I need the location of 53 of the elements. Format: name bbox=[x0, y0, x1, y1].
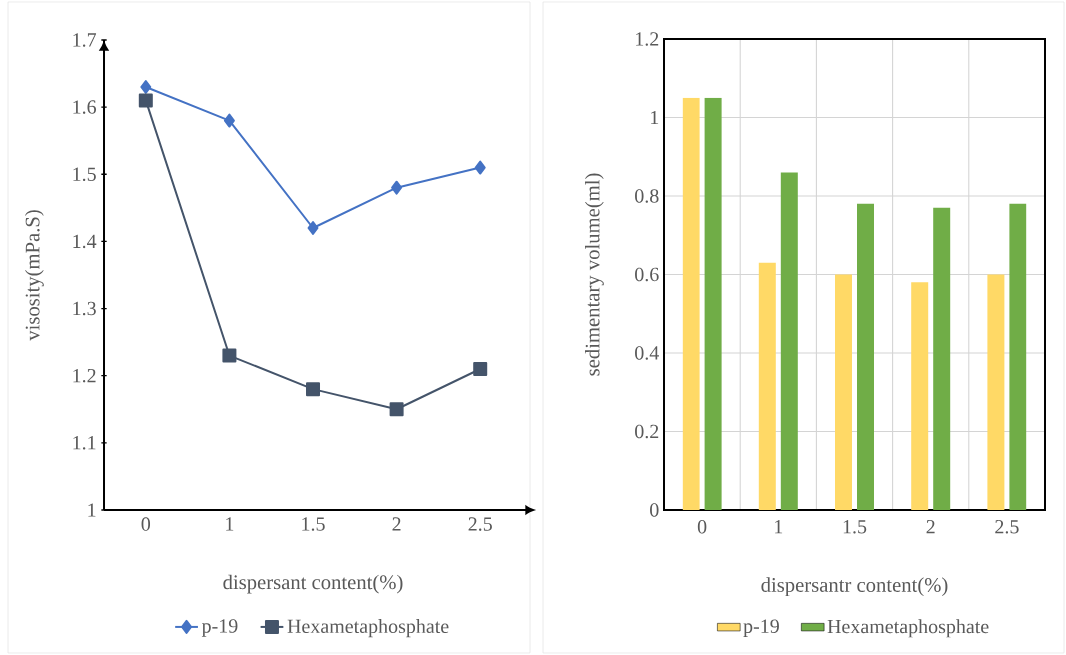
x-tick-label: 1.5 bbox=[843, 520, 867, 534]
bar bbox=[780, 172, 798, 510]
point bbox=[223, 113, 235, 128]
x-tick-label: 2.5 bbox=[468, 517, 492, 531]
point bbox=[140, 79, 152, 94]
legend-label: p-19 bbox=[201, 619, 238, 637]
x-tick-label: 0 bbox=[141, 517, 151, 531]
bar bbox=[933, 207, 951, 510]
legend-label: Hexametaphosphate bbox=[827, 619, 989, 638]
x-tick-label: 1.5 bbox=[302, 517, 325, 531]
y-tick-label: 1.7 bbox=[73, 33, 97, 47]
point bbox=[474, 160, 486, 175]
x-tick-label: 2 bbox=[926, 520, 935, 534]
y-tick-label: 1.3 bbox=[73, 301, 96, 316]
y-tick-label: 1.2 bbox=[636, 32, 659, 46]
bar bbox=[857, 203, 874, 510]
y-tick-label: 1.2 bbox=[73, 368, 96, 383]
y-axis-title: visosity(mPa.S) bbox=[25, 210, 44, 341]
point bbox=[222, 348, 237, 363]
bar bbox=[911, 282, 929, 510]
bar bbox=[704, 97, 722, 510]
point bbox=[306, 382, 321, 397]
x-axis-title: dispersantr content(%) bbox=[761, 577, 948, 597]
y-tick-label: 1.6 bbox=[73, 100, 97, 114]
y-axis-title: sedimentary volume(ml) bbox=[585, 173, 604, 376]
y-tick-label: 1.4 bbox=[73, 234, 97, 249]
bar bbox=[1009, 203, 1027, 510]
point bbox=[473, 361, 488, 376]
legend-label: p-19 bbox=[743, 619, 779, 638]
x-tick-label: 2 bbox=[392, 517, 401, 531]
y-tick-label: 1.1 bbox=[73, 436, 96, 450]
y-tick-label: 0.6 bbox=[635, 267, 659, 282]
y-tick-label: 0.8 bbox=[635, 189, 659, 203]
bar bbox=[682, 97, 700, 510]
y-tick-label: 1 bbox=[651, 110, 659, 125]
x-axis-title: dispersant content(%) bbox=[223, 574, 403, 594]
point bbox=[389, 402, 404, 417]
x-tick-label: 0 bbox=[697, 520, 707, 534]
x-tick-label: 2.5 bbox=[995, 520, 1019, 534]
point bbox=[138, 93, 153, 108]
y-tick-label: 1.5 bbox=[73, 167, 96, 182]
x-tick-label: 1 bbox=[775, 520, 783, 534]
bar bbox=[758, 262, 776, 510]
x-tick-label: 1 bbox=[226, 517, 234, 531]
point bbox=[307, 220, 319, 235]
y-tick-label: 0.2 bbox=[635, 424, 659, 439]
y-tick-label: 1 bbox=[88, 503, 96, 517]
legend-label: Hexametaphosphate bbox=[287, 619, 449, 638]
bar bbox=[835, 274, 852, 510]
y-tick-label: 0 bbox=[650, 503, 659, 517]
y-tick-label: 0.4 bbox=[635, 346, 659, 360]
point bbox=[391, 180, 403, 195]
bar bbox=[987, 274, 1005, 510]
